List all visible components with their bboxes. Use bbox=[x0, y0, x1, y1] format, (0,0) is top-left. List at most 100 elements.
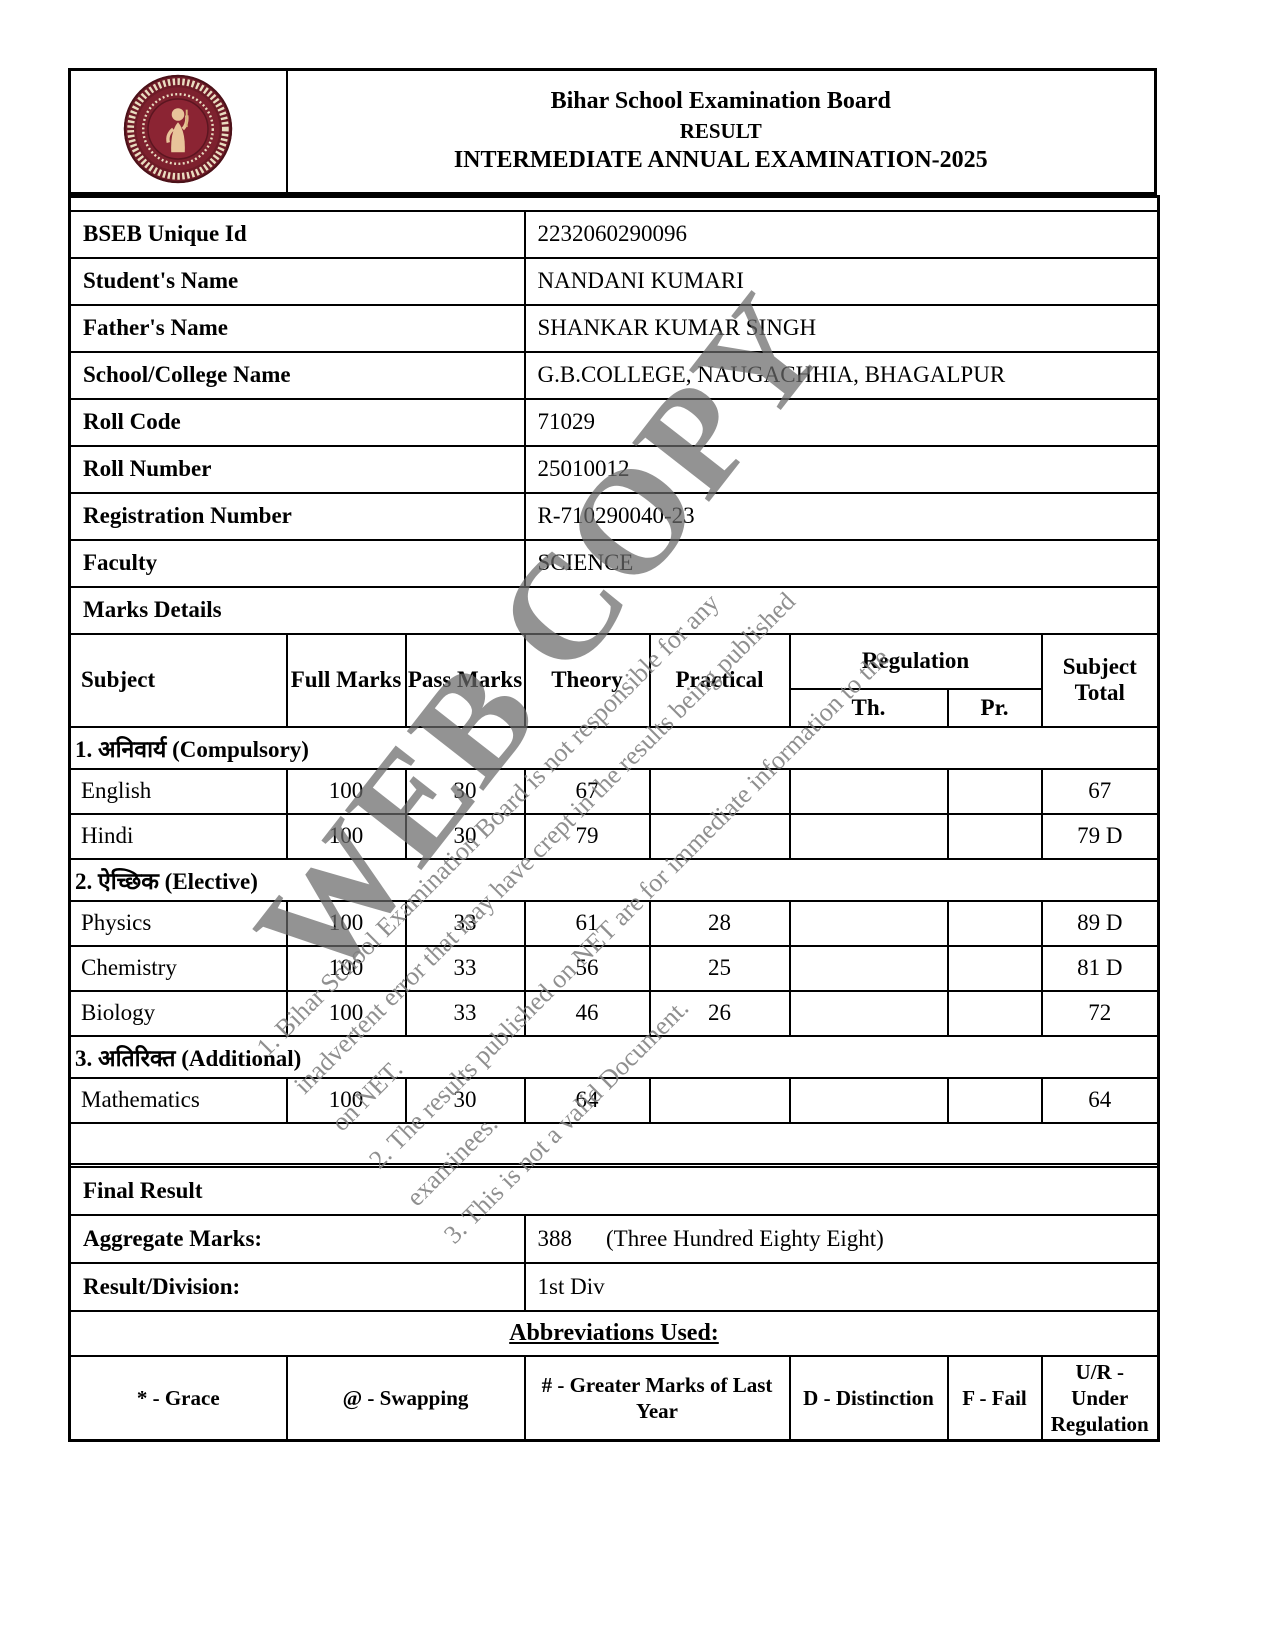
aggregate-value-cell: 388 (Three Hundred Eighty Eight) bbox=[523, 1213, 1160, 1264]
abbreviations-title-row: Abbreviations Used: bbox=[68, 1309, 1160, 1357]
regulation-th bbox=[788, 944, 949, 992]
info-label: Registration Number bbox=[68, 491, 526, 541]
pass-marks: 33 bbox=[404, 944, 526, 992]
logo-cell bbox=[68, 68, 288, 195]
pass-marks: 33 bbox=[404, 989, 526, 1037]
info-row: Student's Name NANDANI KUMARI bbox=[68, 256, 1160, 306]
pass-marks: 30 bbox=[404, 1076, 526, 1124]
regulation-pr bbox=[946, 1076, 1043, 1124]
info-value: 2232060290096 bbox=[523, 209, 1160, 259]
theory-marks: 56 bbox=[523, 944, 651, 992]
info-label: Student's Name bbox=[68, 256, 526, 306]
section-row-elective: 2. ऐच्छिक (Elective) bbox=[68, 857, 1160, 902]
full-marks: 100 bbox=[285, 944, 407, 992]
subject-total: 67 bbox=[1040, 767, 1160, 815]
subject-total: 79 D bbox=[1040, 812, 1160, 860]
aggregate-words: (Three Hundred Eighty Eight) bbox=[606, 1225, 884, 1251]
info-value: G.B.COLLEGE, NAUGACHHIA, BHAGALPUR bbox=[523, 350, 1160, 400]
marks-details-row: Marks Details bbox=[68, 585, 1160, 635]
full-marks: 100 bbox=[285, 1076, 407, 1124]
abbr-greater-marks: # - Greater Marks of Last Year bbox=[523, 1354, 791, 1442]
subject-name: Chemistry bbox=[68, 944, 288, 992]
marks-row-hindi: Hindi 100 30 79 79 D bbox=[68, 812, 1160, 860]
thin-divider-cell bbox=[69, 1162, 1159, 1168]
abbr-fail: F - Fail bbox=[946, 1354, 1043, 1442]
header-table: Bihar School Examination Board RESULT IN… bbox=[68, 68, 1157, 195]
marks-subheader-row: Th. Pr. bbox=[70, 687, 1159, 728]
abbr-grace: * - Grace bbox=[68, 1354, 288, 1442]
practical-marks: 25 bbox=[648, 944, 791, 992]
col-header-subject: Subject bbox=[68, 632, 288, 728]
info-value: SCIENCE bbox=[523, 538, 1160, 588]
practical-marks bbox=[648, 1076, 791, 1124]
practical-marks: 28 bbox=[648, 899, 791, 947]
col-header-regulation-pr: Pr. bbox=[946, 687, 1043, 728]
info-label: Roll Code bbox=[68, 397, 526, 447]
regulation-th bbox=[788, 812, 949, 860]
full-marks: 100 bbox=[285, 767, 407, 815]
thin-divider-row bbox=[69, 1162, 1159, 1168]
info-value: NANDANI KUMARI bbox=[523, 256, 1160, 306]
theory-marks: 46 bbox=[523, 989, 651, 1037]
abbreviations-title: Abbreviations Used: bbox=[509, 1319, 719, 1346]
full-marks: 100 bbox=[285, 812, 407, 860]
pass-marks: 30 bbox=[404, 812, 526, 860]
col-header-full-marks: Full Marks bbox=[285, 632, 407, 728]
result-word: RESULT bbox=[679, 118, 762, 143]
subject-name: Mathematics bbox=[68, 1076, 288, 1124]
info-label: Roll Number bbox=[68, 444, 526, 494]
section-label: 2. ऐच्छिक (Elective) bbox=[68, 857, 1160, 902]
regulation-th bbox=[788, 767, 949, 815]
full-marks: 100 bbox=[285, 899, 407, 947]
info-value: R-710290040-23 bbox=[523, 491, 1160, 541]
marks-row-english: English 100 30 67 67 bbox=[68, 767, 1160, 815]
regulation-pr bbox=[946, 944, 1043, 992]
regulation-pr bbox=[946, 767, 1043, 815]
board-name: Bihar School Examination Board bbox=[550, 87, 891, 114]
division-value: 1st Div bbox=[523, 1261, 1160, 1312]
empty-row bbox=[68, 1121, 1160, 1165]
section-row-compulsory: 1. अनिवार्य (Compulsory) bbox=[68, 725, 1160, 770]
info-row: Father's Name SHANKAR KUMAR SINGH bbox=[68, 303, 1160, 353]
result-table: BSEB Unique Id 2232060290096 Student's N… bbox=[68, 195, 1160, 1443]
regulation-th bbox=[788, 1076, 949, 1124]
abbr-under-regulation: U/R - Under Regulation bbox=[1040, 1354, 1160, 1442]
marks-row-biology: Biology 100 33 46 26 72 bbox=[68, 989, 1160, 1037]
bseb-seal-logo-icon bbox=[124, 74, 233, 184]
subject-total: 64 bbox=[1040, 1076, 1160, 1124]
practical-marks: 26 bbox=[648, 989, 791, 1037]
theory-marks: 61 bbox=[523, 899, 651, 947]
marks-row-physics: Physics 100 33 61 28 89 D bbox=[68, 899, 1160, 947]
pass-marks: 30 bbox=[404, 767, 526, 815]
info-row: Registration Number R-710290040-23 bbox=[68, 491, 1160, 541]
aggregate-marks-row: Aggregate Marks: 388 (Three Hundred Eight… bbox=[68, 1213, 1160, 1264]
header-row: Bihar School Examination Board RESULT IN… bbox=[68, 68, 1157, 195]
section-label: 1. अनिवार्य (Compulsory) bbox=[68, 725, 1160, 770]
marks-header-row: Subject Full Marks Pass Marks Theory Pra… bbox=[68, 632, 1160, 728]
header-title-cell: Bihar School Examination Board RESULT IN… bbox=[285, 68, 1157, 195]
exam-name: INTERMEDIATE ANNUAL EXAMINATION-2025 bbox=[453, 147, 988, 174]
col-header-regulation-th: Th. bbox=[788, 687, 949, 728]
regulation-pr bbox=[946, 989, 1043, 1037]
info-row: Faculty SCIENCE bbox=[68, 538, 1160, 588]
theory-marks: 64 bbox=[523, 1076, 651, 1124]
col-header-subject-total: Subject Total bbox=[1040, 632, 1160, 728]
info-label: BSEB Unique Id bbox=[68, 209, 526, 259]
marks-row-mathematics: Mathematics 100 30 64 64 bbox=[68, 1076, 1160, 1124]
section-row-additional: 3. अतिरिक्त (Additional) bbox=[68, 1034, 1160, 1079]
subject-name: Biology bbox=[68, 989, 288, 1037]
subject-name: English bbox=[68, 767, 288, 815]
division-label: Result/Division: bbox=[68, 1261, 526, 1312]
marks-details-title: Marks Details bbox=[68, 585, 1160, 635]
final-result-label: Final Result bbox=[68, 1165, 1160, 1216]
subject-name: Hindi bbox=[68, 812, 288, 860]
abbreviations-title-cell: Abbreviations Used: bbox=[68, 1309, 1160, 1357]
info-row: School/College Name G.B.COLLEGE, NAUGACH… bbox=[68, 350, 1160, 400]
spacer-row bbox=[69, 195, 1159, 212]
info-row: Roll Code 71029 bbox=[68, 397, 1160, 447]
col-header-practical: Practical bbox=[648, 632, 791, 728]
aggregate-value: 388 bbox=[537, 1225, 573, 1251]
subject-total: 81 D bbox=[1040, 944, 1160, 992]
regulation-pr bbox=[946, 899, 1043, 947]
